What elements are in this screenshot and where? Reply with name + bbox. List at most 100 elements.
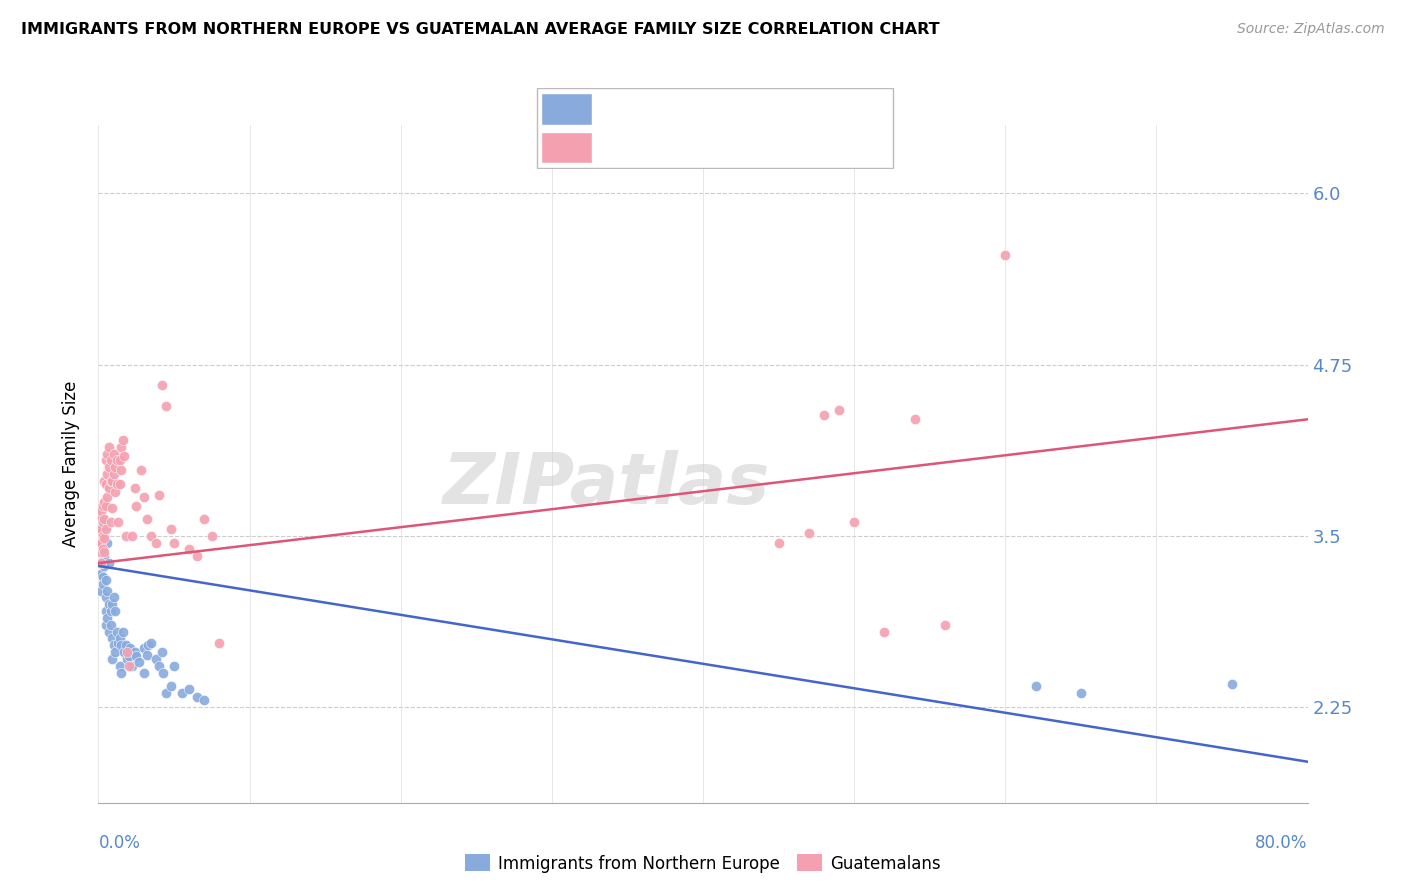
Point — [90, 504, 112, 518]
Point — [1070, 686, 1092, 700]
Point — [141, 529, 163, 543]
Point — [100, 453, 122, 467]
Point — [100, 604, 122, 618]
Point — [94, 499, 117, 513]
Point — [98, 440, 121, 454]
Point — [101, 474, 124, 488]
Point — [93, 558, 115, 573]
FancyBboxPatch shape — [541, 94, 592, 125]
Point — [125, 499, 148, 513]
Point — [89, 545, 111, 559]
Point — [797, 526, 820, 541]
Point — [93, 515, 115, 529]
Point — [125, 649, 148, 664]
Point — [93, 545, 115, 559]
Point — [90, 545, 112, 559]
Point — [100, 474, 122, 488]
Point — [89, 535, 111, 549]
Point — [104, 484, 127, 499]
Point — [112, 645, 135, 659]
Point — [93, 474, 115, 488]
Point — [141, 635, 163, 649]
Point — [150, 645, 173, 659]
Point — [90, 535, 112, 549]
Point — [105, 476, 128, 491]
Point — [94, 573, 117, 587]
Point — [135, 648, 157, 662]
Point — [145, 535, 167, 549]
Point — [91, 570, 114, 584]
Point — [186, 549, 208, 564]
Point — [150, 378, 173, 392]
Point — [115, 652, 138, 666]
Point — [101, 652, 124, 666]
Point — [90, 512, 112, 526]
Point — [994, 248, 1017, 262]
Point — [91, 542, 114, 557]
Point — [100, 515, 122, 529]
Point — [93, 512, 115, 526]
Point — [110, 665, 132, 680]
Point — [160, 522, 183, 536]
Point — [193, 512, 215, 526]
Y-axis label: Average Family Size: Average Family Size — [62, 381, 80, 547]
Point — [94, 476, 117, 491]
Point — [148, 488, 170, 502]
Point — [107, 635, 129, 649]
Point — [118, 649, 141, 664]
Text: Source: ZipAtlas.com: Source: ZipAtlas.com — [1237, 22, 1385, 37]
Point — [155, 399, 177, 413]
Point — [201, 529, 224, 543]
Point — [163, 535, 186, 549]
Text: IMMIGRANTS FROM NORTHERN EUROPE VS GUATEMALAN AVERAGE FAMILY SIZE CORRELATION CH: IMMIGRANTS FROM NORTHERN EUROPE VS GUATE… — [21, 22, 939, 37]
Point — [155, 686, 177, 700]
Point — [110, 463, 132, 477]
Point — [813, 408, 835, 422]
Point — [120, 641, 142, 656]
Point — [152, 665, 174, 680]
Point — [108, 632, 131, 646]
Point — [904, 412, 927, 426]
Point — [108, 658, 131, 673]
Point — [90, 567, 112, 582]
Point — [90, 556, 112, 570]
Point — [89, 526, 111, 541]
Point — [103, 446, 125, 460]
FancyBboxPatch shape — [541, 131, 592, 163]
Point — [132, 491, 155, 505]
Point — [91, 576, 114, 591]
Point — [163, 658, 186, 673]
Text: ZIPatlas: ZIPatlas — [443, 450, 770, 518]
Point — [121, 529, 143, 543]
Point — [124, 481, 146, 495]
Text: N = 69: N = 69 — [787, 100, 858, 119]
Point — [170, 686, 193, 700]
FancyBboxPatch shape — [537, 88, 893, 168]
Point — [108, 453, 131, 467]
Point — [90, 583, 112, 598]
Point — [89, 535, 111, 549]
Point — [96, 611, 118, 625]
Point — [101, 501, 124, 516]
Point — [104, 645, 127, 659]
Point — [96, 446, 118, 460]
Point — [105, 453, 128, 467]
Point — [111, 433, 134, 447]
Point — [145, 652, 167, 666]
Point — [132, 641, 155, 656]
Point — [100, 617, 122, 632]
Legend: Immigrants from Northern Europe, Guatemalans: Immigrants from Northern Europe, Guatema… — [458, 847, 948, 880]
Point — [107, 515, 129, 529]
Point — [91, 522, 114, 536]
Text: N = 77: N = 77 — [787, 138, 858, 157]
Point — [828, 402, 851, 417]
Point — [873, 624, 896, 639]
Text: 80.0%: 80.0% — [1256, 834, 1308, 852]
Point — [114, 638, 136, 652]
Point — [98, 481, 121, 495]
Point — [105, 624, 128, 639]
Point — [98, 556, 121, 570]
Point — [160, 679, 183, 693]
Point — [124, 645, 146, 659]
Point — [179, 682, 201, 697]
